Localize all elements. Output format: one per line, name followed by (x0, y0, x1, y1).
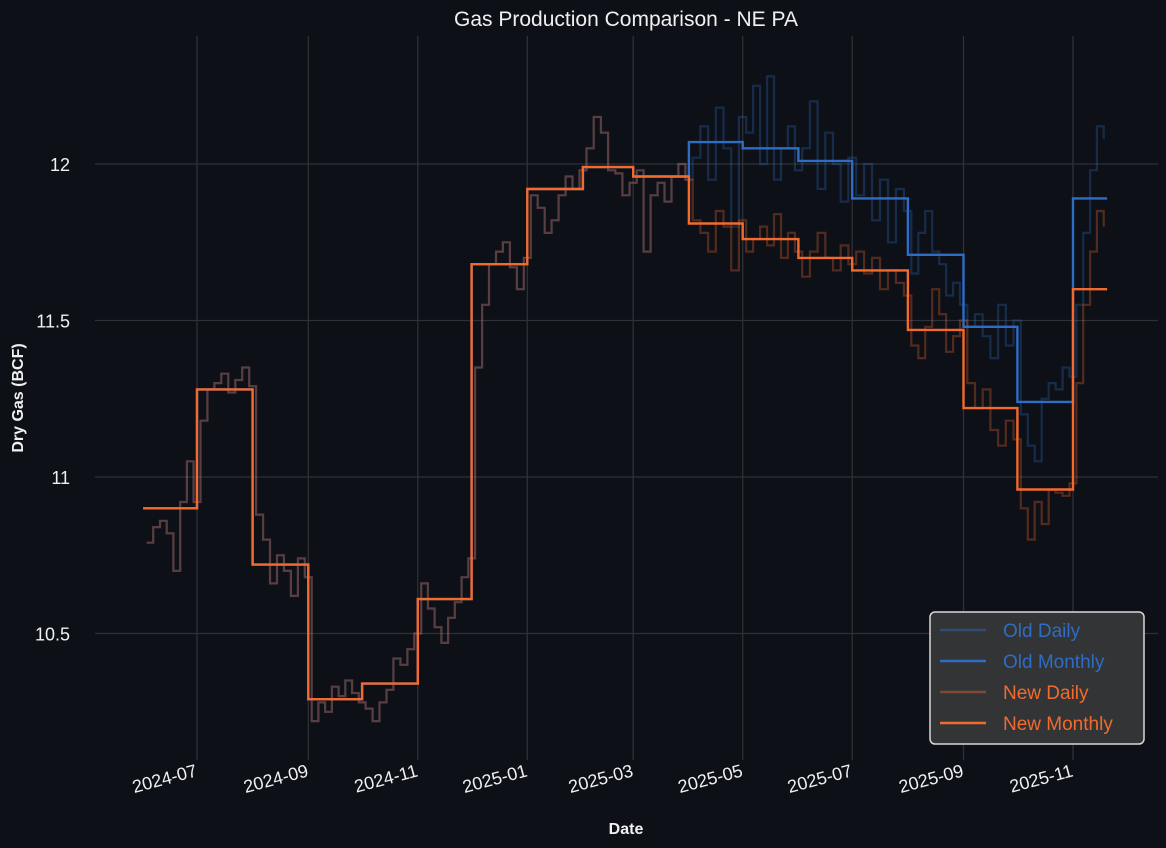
y-tick-label: 12 (50, 155, 70, 175)
legend-label: Old Monthly (1003, 652, 1105, 673)
y-tick-label: 11.5 (36, 312, 70, 332)
x-tick-label: 2025-01 (460, 761, 529, 797)
x-axis-ticks: 2024-07 2024-09 2024-11 2025-01 2025-03 2025-… (130, 761, 1075, 797)
x-tick-label: 2024-09 (241, 761, 310, 797)
y-axis-label: Dry Gas (BCF) (10, 343, 27, 452)
x-tick-label: 2025-07 (785, 761, 854, 797)
y-tick-label: 11 (51, 468, 70, 488)
x-axis-label: Date (609, 821, 644, 838)
new-daily-line (146, 115, 1105, 723)
legend: Old Daily Old Monthly New Daily New Monthly (929, 611, 1145, 745)
legend-label: Old Daily (1003, 621, 1081, 642)
y-axis-ticks: 10.5 11 11.5 12 (35, 155, 70, 645)
old-daily-line (146, 75, 1105, 723)
legend-box (929, 611, 1145, 745)
x-tick-label: 2025-03 (566, 761, 635, 797)
x-tick-label: 2024-07 (130, 761, 199, 797)
x-tick-label: 2025-09 (897, 761, 966, 797)
legend-label: New Daily (1003, 683, 1089, 704)
x-tick-label: 2025-11 (1007, 761, 1075, 797)
chart-title: Gas Production Comparison - NE PA (454, 8, 798, 31)
legend-label: New Monthly (1003, 714, 1113, 735)
plot-area (143, 75, 1108, 723)
y-tick-label: 10.5 (35, 625, 70, 645)
x-tick-label: 2024-11 (352, 761, 420, 797)
new-monthly-line (143, 165, 1108, 701)
x-tick-label: 2025-05 (676, 761, 745, 797)
